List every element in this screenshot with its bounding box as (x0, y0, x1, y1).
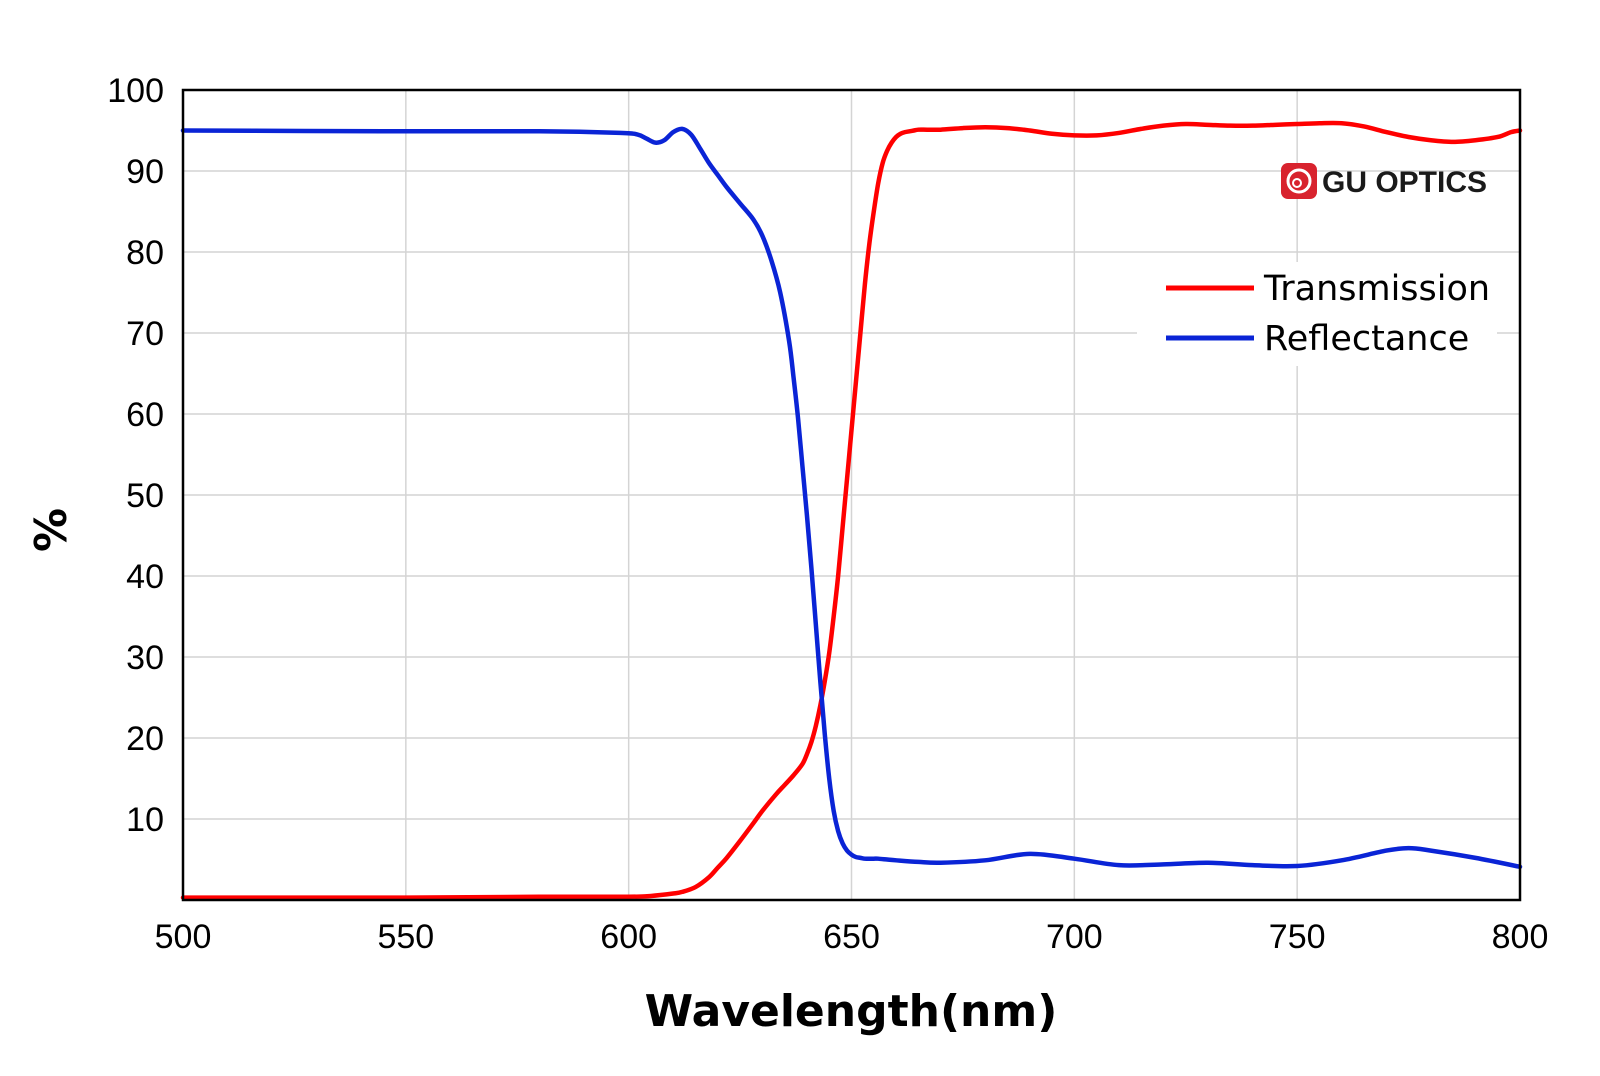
x-tick-label: 750 (1269, 918, 1326, 956)
y-tick-label: 20 (126, 720, 164, 758)
series-line-reflectance (180, 126, 1523, 870)
logo-icon (1281, 163, 1317, 199)
y-tick-label: 60 (126, 396, 164, 434)
plot-frame (181, 88, 1522, 902)
x-tick-label: 800 (1492, 918, 1549, 956)
x-tick-label: 650 (823, 918, 880, 956)
logo-text: GU OPTICS (1322, 166, 1487, 199)
y-tick-label: 30 (126, 639, 164, 677)
series-layer (180, 120, 1523, 900)
logo-icon-dot (1292, 178, 1302, 188)
grid (183, 90, 1520, 900)
x-tick-label: 550 (377, 918, 434, 956)
legend-background (1137, 262, 1497, 366)
y-tick-label: 70 (126, 315, 164, 353)
y-tick-label: 80 (126, 234, 164, 272)
x-tick-label: 700 (1046, 918, 1103, 956)
series-line-transmission (180, 120, 1523, 900)
y-tick-label: 100 (107, 72, 164, 110)
y-tick-label: 90 (126, 153, 164, 191)
tick-labels: 500 550 600 650 700 750 800 10 20 30 40 50 60 70 80 90 1… (107, 72, 1548, 956)
x-tick-label: 600 (600, 918, 657, 956)
y-tick-label: 40 (126, 558, 164, 596)
legend-label-reflectance: Reflectance (1264, 319, 1469, 359)
y-tick-label: 50 (126, 477, 164, 515)
gu-optics-logo: GU OPTICS (1281, 163, 1487, 199)
y-axis-title: % (26, 508, 77, 552)
x-tick-label: 500 (155, 918, 212, 956)
legend-label-transmission: Transmission (1263, 269, 1490, 309)
x-axis-title: Wavelength(nm) (645, 986, 1058, 1037)
logo-icon-ring (1286, 168, 1312, 194)
y-tick-label: 10 (126, 801, 164, 839)
legend: Transmission Reflectance (1137, 262, 1497, 366)
